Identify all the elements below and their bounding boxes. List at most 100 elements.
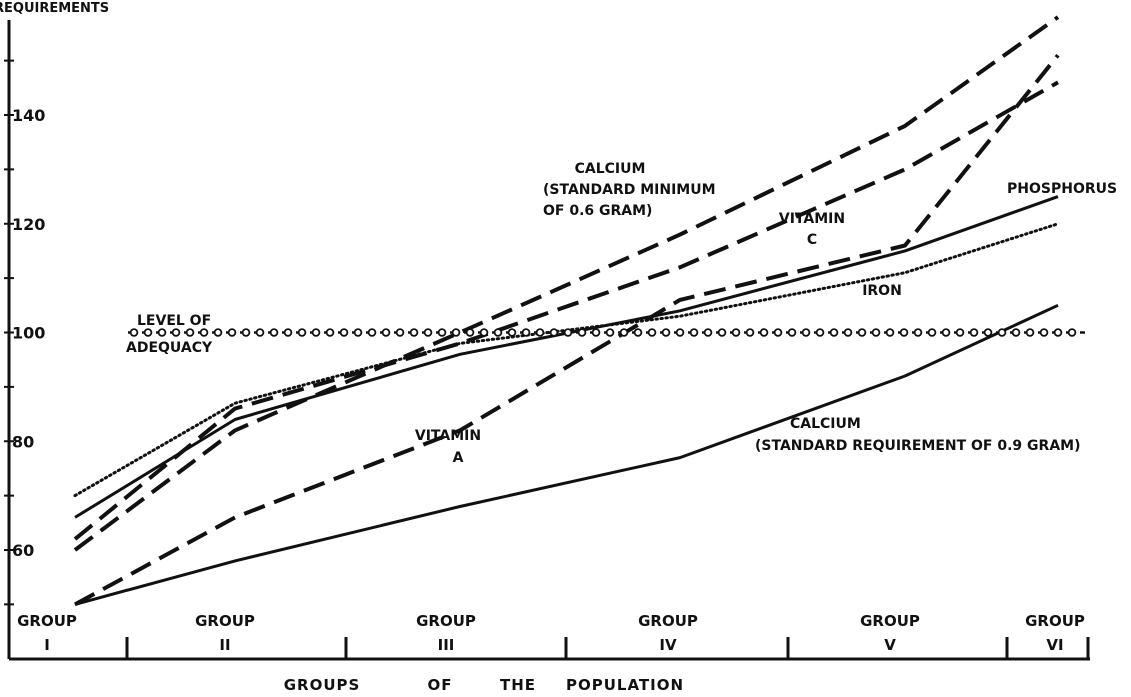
adequacy-marker [395,328,405,337]
adequacy-marker [283,328,293,337]
adequacy-marker [647,328,657,337]
annotation-vitamin-c: VITAMIN [779,211,845,227]
adequacy-marker [451,328,461,337]
group-numeral-ii: II [219,636,230,654]
adequacy-marker [563,328,573,337]
group-label-vi: GROUP [1025,612,1085,630]
annotation-calcium-req: (STANDARD REQUIREMENT OF 0.9 GRAM) [755,438,1080,454]
annotation-calcium-min: OF 0.6 GRAM) [543,203,652,219]
group-numeral-i: I [44,636,50,654]
annotation-phosphorus: PHOSPHORUS [1007,181,1117,197]
adequacy-marker [675,328,685,337]
x-axis-label-word: THE [500,676,536,694]
adequacy-marker [955,328,965,337]
group-label-ii: GROUP [195,612,255,630]
group-numeral-v: V [884,636,896,654]
adequacy-marker [1025,328,1035,337]
y-tick-label-80: 80 [12,432,34,451]
adequacy-marker [997,328,1007,337]
x-axis-label-word: GROUPS [284,676,361,694]
adequacy-marker [1039,328,1049,337]
series-vitamin_c [73,80,1059,541]
adequacy-marker [339,328,349,337]
adequacy-marker [423,328,433,337]
group-numeral-vi: VI [1046,636,1063,654]
group-label-iv: GROUP [638,612,698,630]
annotation-calcium-min: CALCIUM [575,161,646,177]
adequacy-marker [717,328,727,337]
adequacy-marker [1011,328,1021,337]
adequacy-marker [409,328,419,337]
adequacy-marker [143,328,153,337]
adequacy-marker [885,328,895,337]
adequacy-marker [983,328,993,337]
adequacy-marker [381,328,391,337]
annotation-vitamin-a: VITAMIN [415,428,481,444]
adequacy-marker [367,328,377,337]
adequacy-marker [493,328,503,337]
adequacy-marker [297,328,307,337]
x-axis-label-word: POPULATION [566,676,684,694]
adequacy-marker [633,328,643,337]
y-axis-label: REQUIREMENTS [0,1,109,16]
annotation-adequacy: ADEQUACY [126,340,213,356]
adequacy-marker [941,328,951,337]
adequacy-marker [689,328,699,337]
annotation-calcium-req: CALCIUM [790,416,861,432]
adequacy-marker [801,328,811,337]
adequacy-marker [927,328,937,337]
adequacy-marker [1053,328,1063,337]
series-calcium_req [74,303,1059,606]
adequacy-marker [1067,328,1077,337]
group-numeral-iii: III [438,636,455,654]
adequacy-marker [577,328,587,337]
adequacy-marker [969,328,979,337]
adequacy-marker [479,328,489,337]
adequacy-marker [171,328,181,337]
adequacy-marker [829,328,839,337]
y-tick-label-60: 60 [12,541,34,560]
adequacy-marker [353,328,363,337]
group-label-iii: GROUP [416,612,476,630]
annotation-vitamin-c: C [807,232,817,248]
y-tick-label-120: 120 [12,215,45,234]
group-numeral-iv: IV [659,636,677,654]
adequacy-marker [185,328,195,337]
adequacy-marker [227,328,237,337]
adequacy-marker [745,328,755,337]
series-calcium_min [73,15,1060,552]
adequacy-marker [213,328,223,337]
series-phosphorus [74,195,1059,519]
y-tick-label-100: 100 [12,324,45,343]
adequacy-marker [703,328,713,337]
adequacy-marker [871,328,881,337]
adequacy-marker [759,328,769,337]
adequacy-marker [815,328,825,337]
adequacy-marker [241,328,251,337]
annotation-iron: IRON [862,283,902,299]
adequacy-marker [535,328,545,337]
adequacy-marker [661,328,671,337]
adequacy-marker [605,328,615,337]
adequacy-marker [899,328,909,337]
adequacy-marker [787,328,797,337]
y-tick-label-140: 140 [12,106,45,125]
adequacy-marker [843,328,853,337]
adequacy-marker [325,328,335,337]
adequacy-marker [199,328,209,337]
adequacy-marker [591,328,601,337]
adequacy-marker [549,328,559,337]
group-label-i: GROUP [17,612,77,630]
adequacy-marker [129,328,139,337]
adequacy-marker [857,328,867,337]
adequacy-marker [311,328,321,337]
adequacy-marker [731,328,741,337]
x-axis-label-word: OF [428,676,453,694]
annotation-adequacy: LEVEL OF [137,313,211,329]
group-label-v: GROUP [860,612,920,630]
annotation-vitamin-a: A [453,450,464,466]
adequacy-marker [507,328,517,337]
adequacy-marker [773,328,783,337]
series-adequacy [128,328,1085,337]
